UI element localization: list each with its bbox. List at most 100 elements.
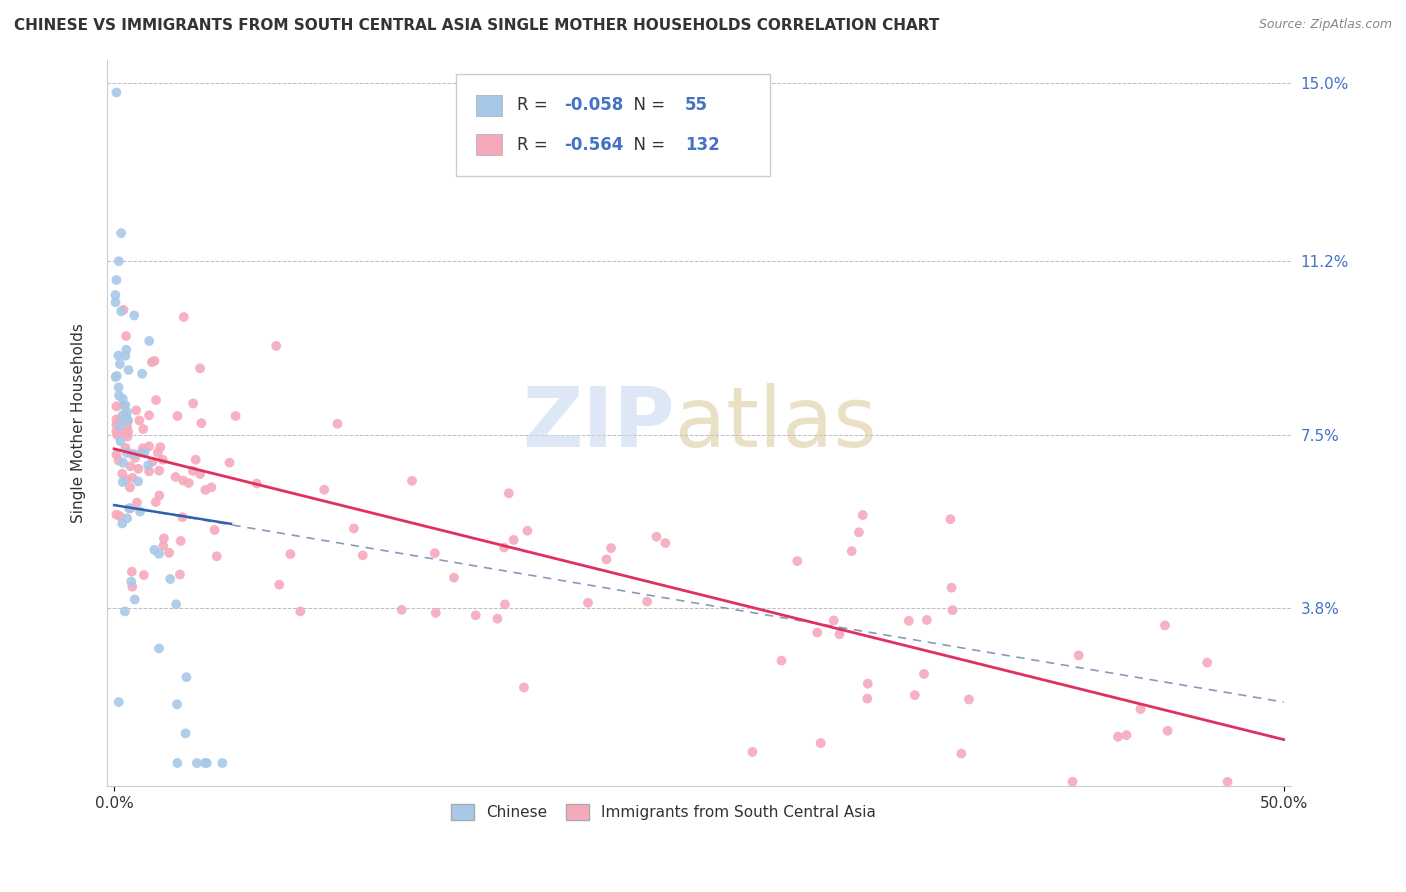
Point — [105, 86, 128, 100]
Text: R =: R = — [516, 96, 553, 114]
Point — [166, 756, 188, 770]
Legend: Chinese, Immigrants from South Central Asia: Chinese, Immigrants from South Central A… — [444, 797, 882, 826]
Point — [120, 574, 142, 589]
Point — [246, 476, 269, 491]
Point — [138, 409, 160, 423]
Point — [513, 681, 536, 695]
Text: Source: ZipAtlas.com: Source: ZipAtlas.com — [1258, 18, 1392, 31]
Point — [152, 452, 174, 467]
Point — [118, 480, 141, 494]
Point — [194, 483, 217, 497]
Point — [111, 408, 134, 422]
Point — [105, 425, 128, 439]
Point — [184, 452, 207, 467]
Point — [115, 405, 138, 419]
Text: CHINESE VS IMMIGRANTS FROM SOUTH CENTRAL ASIA SINGLE MOTHER HOUSEHOLDS CORRELATI: CHINESE VS IMMIGRANTS FROM SOUTH CENTRAL… — [14, 18, 939, 33]
Point — [401, 474, 423, 488]
Point — [464, 608, 486, 623]
Point — [576, 596, 599, 610]
Point — [115, 329, 138, 343]
Point — [114, 349, 136, 363]
Point — [125, 403, 148, 417]
Point — [856, 676, 879, 690]
Point — [595, 552, 617, 566]
Point — [143, 542, 166, 557]
Text: N =: N = — [623, 96, 671, 114]
Point — [105, 448, 128, 462]
Point — [105, 508, 128, 522]
Point — [104, 295, 127, 310]
Point — [188, 361, 211, 376]
Point — [107, 254, 129, 268]
Point — [172, 474, 194, 488]
Point — [115, 409, 138, 423]
Text: -0.564: -0.564 — [564, 136, 623, 153]
Point — [166, 409, 188, 423]
Point — [105, 412, 128, 426]
Point — [104, 370, 127, 384]
Point — [174, 726, 197, 740]
Point — [146, 445, 169, 459]
Point — [314, 483, 336, 497]
Point — [132, 442, 155, 456]
Point — [121, 447, 143, 461]
Point — [107, 380, 129, 394]
Point — [939, 512, 962, 526]
Point — [120, 501, 142, 516]
Point — [124, 592, 146, 607]
Point — [498, 486, 520, 500]
Point — [516, 524, 538, 538]
Point — [120, 459, 142, 474]
Point — [108, 357, 131, 371]
Point — [443, 571, 465, 585]
Point — [114, 604, 136, 618]
Point — [636, 594, 658, 608]
Text: N =: N = — [623, 136, 671, 153]
Point — [127, 475, 149, 489]
Point — [941, 581, 963, 595]
Point — [225, 409, 247, 423]
Point — [117, 414, 139, 428]
Point — [159, 572, 181, 586]
Point — [148, 464, 170, 478]
Point — [852, 508, 875, 522]
Point — [122, 309, 145, 323]
Point — [115, 411, 138, 425]
Point — [136, 458, 159, 473]
Text: -0.058: -0.058 — [564, 96, 623, 114]
Point — [114, 398, 136, 412]
Point — [115, 343, 138, 357]
Point — [486, 612, 509, 626]
Point — [141, 355, 163, 369]
Point — [115, 472, 138, 486]
Point — [173, 310, 195, 324]
Point — [828, 627, 851, 641]
Point — [1156, 723, 1178, 738]
Point — [181, 396, 204, 410]
Point — [912, 667, 935, 681]
Point — [132, 568, 155, 582]
Point — [280, 547, 302, 561]
Point — [502, 533, 524, 547]
Point — [290, 604, 312, 618]
Point — [492, 541, 515, 555]
Point — [941, 603, 963, 617]
Point — [121, 565, 143, 579]
Point — [841, 544, 863, 558]
Text: R =: R = — [516, 136, 553, 153]
Point — [200, 480, 222, 494]
Point — [957, 692, 980, 706]
Point — [1216, 774, 1239, 789]
Point — [1062, 774, 1084, 789]
Point — [115, 511, 138, 525]
Point — [112, 302, 135, 317]
FancyBboxPatch shape — [477, 95, 502, 116]
Point — [117, 429, 139, 443]
Point — [169, 533, 191, 548]
Point — [186, 756, 208, 770]
Point — [172, 510, 194, 524]
Point — [128, 413, 150, 427]
Point — [770, 654, 793, 668]
Point — [110, 304, 132, 318]
Point — [218, 456, 240, 470]
